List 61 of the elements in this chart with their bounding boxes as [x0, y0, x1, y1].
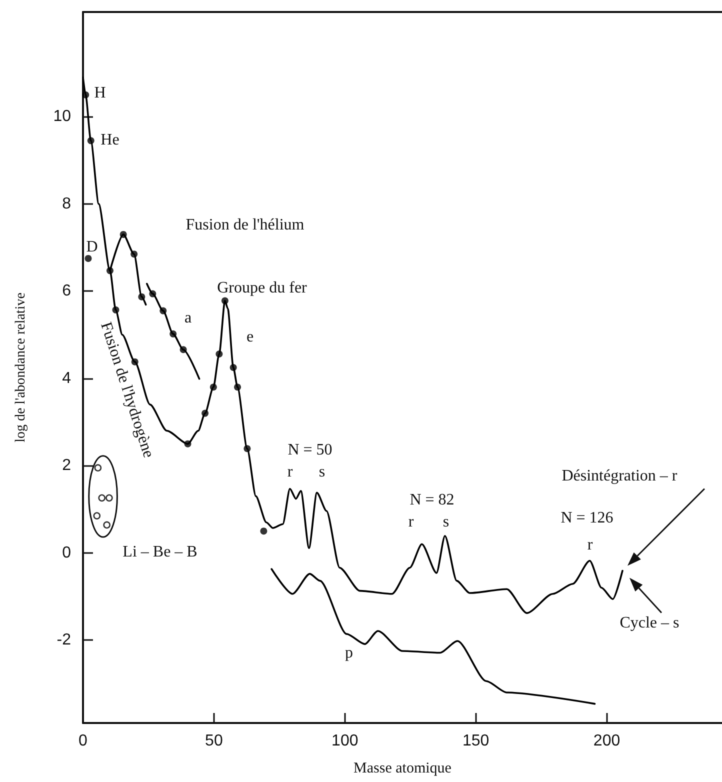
annotation: s [318, 464, 326, 480]
y-tick-label: 10 [53, 108, 72, 126]
point [94, 464, 102, 472]
point [260, 528, 268, 535]
annotation: Li – Be – B [122, 544, 198, 560]
y-tick-label: 0 [62, 544, 72, 562]
point [216, 350, 223, 358]
annotation: r [287, 464, 294, 480]
annotation: N = 82 [410, 492, 454, 508]
annotation: N = 126 [560, 510, 614, 526]
point [230, 364, 237, 371]
annotation: D [86, 238, 98, 256]
annotation: N = 50 [288, 442, 332, 458]
point [98, 494, 106, 502]
x-tick-label: 50 [205, 732, 223, 750]
x-tick-label: 200 [593, 732, 620, 750]
point [184, 440, 192, 448]
y-tick-label: -2 [56, 632, 72, 649]
point [202, 410, 209, 417]
point [112, 306, 120, 314]
point [106, 494, 113, 502]
x-axis-title: Masse atomique [354, 760, 452, 776]
annotation: e [246, 328, 254, 346]
point [82, 91, 90, 98]
x-tick-label: 150 [462, 732, 490, 750]
point [131, 358, 138, 366]
point [138, 293, 146, 300]
point [244, 445, 251, 452]
point [210, 384, 217, 391]
point [160, 307, 167, 314]
annotation: a [184, 310, 192, 326]
x-tick-label: 0 [78, 732, 88, 750]
annotation: Désintégration – r [562, 467, 678, 484]
point [130, 250, 138, 258]
point [149, 290, 156, 298]
annotation: r [587, 536, 594, 554]
point [93, 512, 101, 520]
point [180, 346, 187, 354]
point [221, 297, 228, 304]
y-axis-title: log de l'abondance relative [14, 292, 28, 442]
annotation: p [345, 644, 353, 662]
point [103, 521, 110, 529]
annotation: Fusion de l'hélium [186, 216, 305, 234]
y-tick-label: 8 [62, 195, 72, 212]
y-tick-label: 6 [62, 282, 72, 300]
line-series [270, 568, 596, 705]
point [87, 137, 94, 144]
annotation: s [442, 514, 450, 530]
point [84, 254, 92, 262]
annotation: r [408, 514, 414, 530]
point [106, 267, 114, 274]
point [234, 384, 242, 391]
point [170, 330, 177, 338]
y-tick-label: 4 [62, 370, 72, 387]
annotation: H [94, 84, 106, 102]
annotation: He [100, 132, 120, 148]
point [120, 230, 127, 238]
annotation: Groupe du fer [217, 280, 308, 296]
annotation: Cycle – s [620, 614, 680, 632]
x-tick-label: 100 [332, 732, 358, 750]
y-tick-label: 2 [62, 457, 72, 474]
